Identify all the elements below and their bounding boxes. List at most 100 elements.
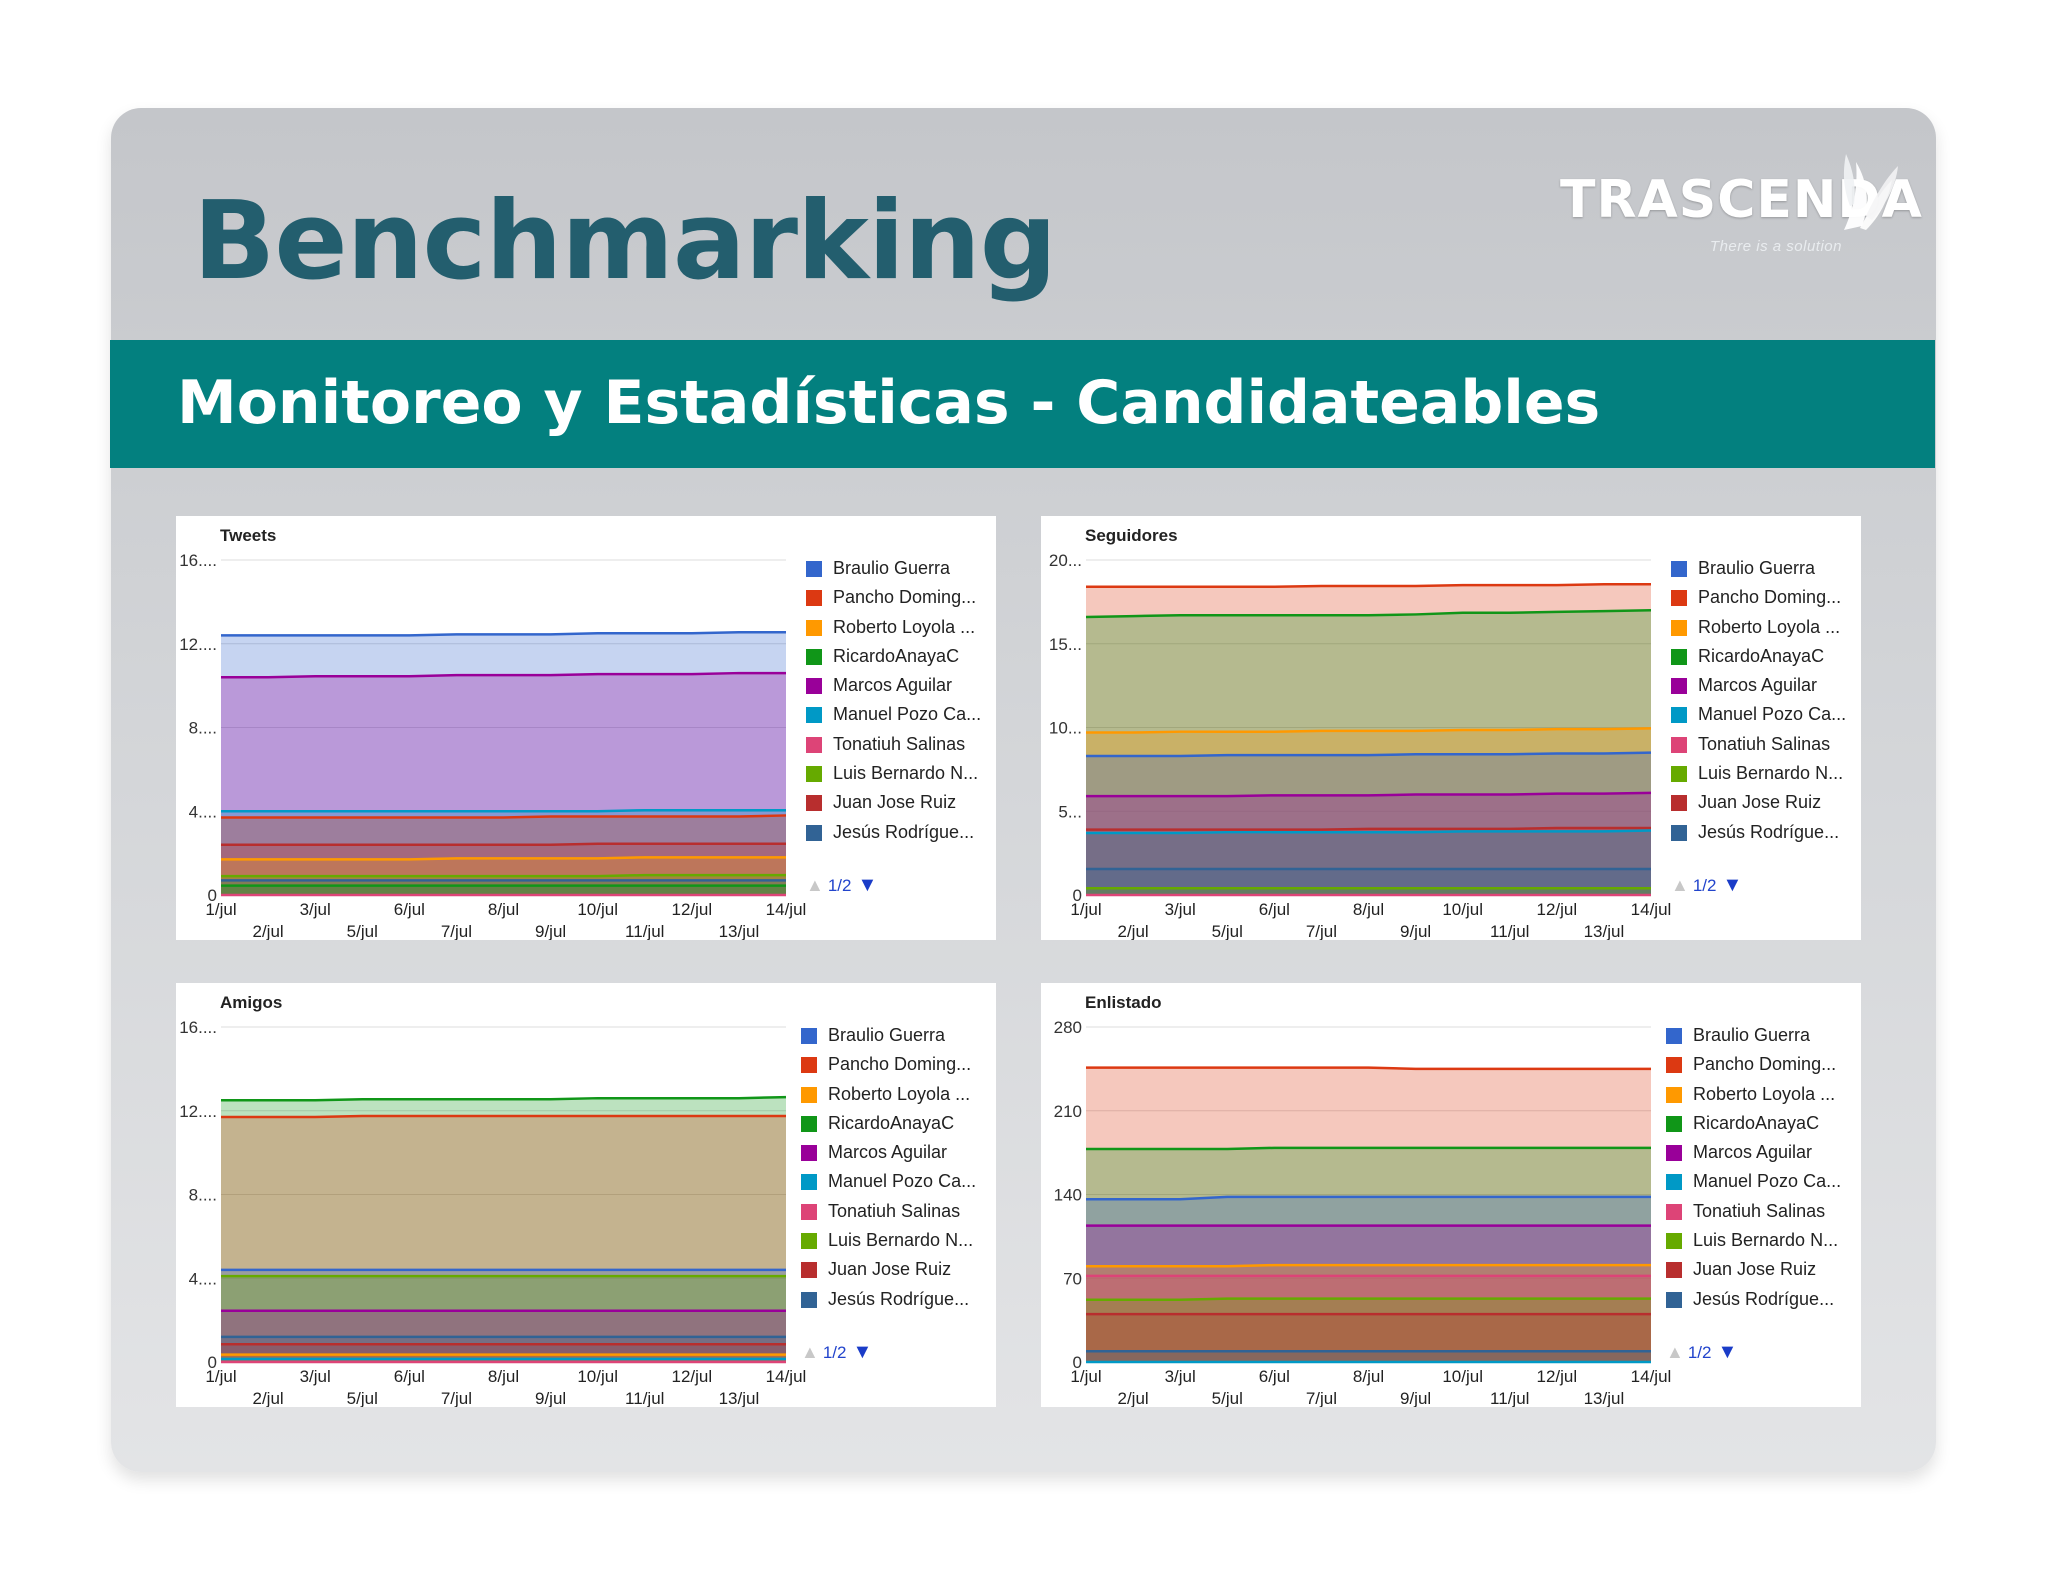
area-pancho-doming: [221, 1115, 786, 1362]
area-ricardoanayac: [221, 885, 786, 895]
x-tick-label: 14/jul: [766, 1367, 807, 1386]
legend-swatch: [1671, 678, 1687, 695]
legend-pager[interactable]: ▲ 1/2 ▼: [1671, 874, 1742, 897]
legend-swatch: [801, 1203, 817, 1220]
x-tick-label: 8/jul: [1353, 900, 1384, 919]
x-tick-label: 12/jul: [1537, 1367, 1578, 1386]
legend-next-icon[interactable]: ▼: [1717, 1341, 1738, 1363]
legend-label: Braulio Guerra: [828, 1025, 946, 1045]
area-braulio-guerra: [221, 1269, 786, 1362]
legend-label: Jesús Rodrígue...: [828, 1288, 970, 1309]
x-tick-label: 9/jul: [1400, 922, 1431, 940]
legend-swatch: [1666, 1262, 1682, 1279]
x-tick-label: 7/jul: [1306, 1389, 1337, 1407]
legend-swatch: [801, 1262, 817, 1279]
x-tick-label: 7/jul: [1306, 922, 1337, 940]
legend-swatch: [801, 1028, 817, 1044]
legend-swatch: [1666, 1028, 1682, 1044]
y-tick-label: 5...: [1058, 802, 1082, 821]
legend-swatch: [1671, 561, 1687, 577]
series-line-ricardoanayac: [1085, 609, 1652, 619]
legend-swatch: [1671, 766, 1687, 783]
chart-title: Enlistado: [1085, 993, 1162, 1012]
x-tick-label: 2/jul: [252, 1389, 283, 1407]
legend-swatch: [806, 707, 822, 724]
series-line-marcos-aguilar: [1086, 791, 1652, 798]
x-tick-label: 3/jul: [300, 900, 331, 919]
series-line-roberto-loyola: [221, 856, 786, 861]
legend-next-icon[interactable]: ▼: [1722, 874, 1743, 896]
series-line-braulio-guerra: [1086, 1195, 1651, 1201]
legend-pager[interactable]: ▲ 1/2 ▼: [806, 874, 877, 897]
legend-page-label: 1/2: [827, 876, 852, 895]
legend-swatch: [806, 736, 822, 753]
x-tick-label: 3/jul: [300, 1367, 331, 1386]
y-tick-label: 0: [1073, 886, 1082, 905]
legend-swatch: [801, 1145, 817, 1162]
area-juan-jose-ruiz: [221, 1344, 786, 1362]
x-tick-label: 10/jul: [1442, 1367, 1483, 1386]
x-tick-label: 3/jul: [1165, 900, 1196, 919]
area-ricardoanayac: [1086, 610, 1651, 895]
legend-swatch: [806, 824, 822, 841]
legend-label: Tonatiuh Salinas: [833, 733, 966, 754]
chart-title: Seguidores: [1085, 526, 1178, 545]
legend-label: Juan Jose Ruiz: [1698, 792, 1822, 813]
y-tick-label: 8....: [189, 719, 217, 738]
legend-pager[interactable]: ▲ 1/2 ▼: [801, 1341, 872, 1364]
series-line-pancho-doming: [1086, 1066, 1651, 1071]
x-tick-label: 2/jul: [1117, 922, 1148, 940]
area-pancho-doming: [1086, 1067, 1651, 1362]
legend-pager[interactable]: ▲ 1/2 ▼: [1666, 1341, 1737, 1364]
area-roberto-loyola: [1086, 728, 1651, 895]
legend-swatch: [1671, 590, 1687, 607]
legend-swatch: [1671, 648, 1687, 665]
y-tick-label: 12....: [179, 1102, 217, 1121]
x-tick-label: 8/jul: [1353, 1367, 1384, 1386]
chart-svg: 0 4.... 8.... 12.... 16.... 1/jul 2/jul 3/jul 5/…: [179, 1018, 807, 1407]
y-tick-label: 16....: [179, 551, 217, 570]
legend-swatch: [806, 795, 822, 812]
legend-next-icon[interactable]: ▼: [852, 1341, 873, 1363]
x-tick-label: 7/jul: [441, 1389, 472, 1407]
legend-label: Braulio Guerra: [1693, 1025, 1811, 1045]
area-jesus-rodrigue: [221, 880, 786, 895]
series-line-ricardoanayac: [221, 1095, 787, 1102]
legend-label: Luis Bernardo N...: [828, 1230, 974, 1251]
legend-prev-icon[interactable]: ▲: [801, 1342, 819, 1362]
legend-label: Marcos Aguilar: [1698, 675, 1818, 696]
legend-swatch: [1671, 619, 1687, 636]
x-tick-label: 13/jul: [719, 922, 760, 940]
legend-label: Roberto Loyola ...: [833, 616, 976, 637]
chart-panel-tweets: Tweets 0 4.... 8.... 12.... 16.... 1/jul 2/jul…: [176, 516, 996, 940]
y-tick-label: 15...: [1049, 635, 1082, 654]
area-juan-jose-ruiz: [1086, 828, 1651, 895]
series-line-braulio-guerra: [1086, 751, 1652, 758]
series-line-pancho-doming: [221, 814, 787, 819]
series-line-juan-jose-ruiz: [221, 842, 786, 846]
leaf-icon: [1843, 154, 1898, 230]
x-tick-label: 5/jul: [347, 1389, 378, 1407]
chart-svg: 0 4.... 8.... 12.... 16.... 1/jul 2/jul 3/jul 5/…: [179, 551, 806, 940]
x-tick-label: 14/jul: [1631, 1367, 1672, 1386]
page-subtitle: Monitoreo y Estadísticas - Candidateable…: [177, 368, 1601, 438]
x-tick-label: 9/jul: [535, 1389, 566, 1407]
x-tick-label: 6/jul: [1259, 900, 1290, 919]
y-tick-label: 10...: [1049, 719, 1082, 738]
series-line-manuel-pozo-ca: [221, 808, 786, 813]
legend-next-icon[interactable]: ▼: [857, 874, 878, 896]
chart-panel-amigos: Amigos 0 4.... 8.... 12.... 16.... 1/jul 2/jul…: [176, 983, 996, 1407]
y-tick-label: 280: [1054, 1018, 1082, 1037]
legend-label: Tonatiuh Salinas: [828, 1200, 961, 1221]
legend-swatch: [1666, 1203, 1682, 1220]
legend-swatch: [801, 1291, 817, 1308]
chart-svg: 0 70 140 210 280 1/jul 2/jul 3/jul 5/jul 6/jul 7/j…: [1054, 1018, 1672, 1407]
legend-prev-icon[interactable]: ▲: [1666, 1342, 1684, 1362]
legend-prev-icon[interactable]: ▲: [806, 875, 824, 895]
legend-label: Pancho Doming...: [833, 587, 977, 608]
y-tick-label: 140: [1054, 1186, 1082, 1205]
legend-label: Manuel Pozo Ca...: [828, 1171, 977, 1192]
legend-prev-icon[interactable]: ▲: [1671, 875, 1689, 895]
legend-swatch: [801, 1086, 817, 1103]
legend-swatch: [801, 1115, 817, 1132]
